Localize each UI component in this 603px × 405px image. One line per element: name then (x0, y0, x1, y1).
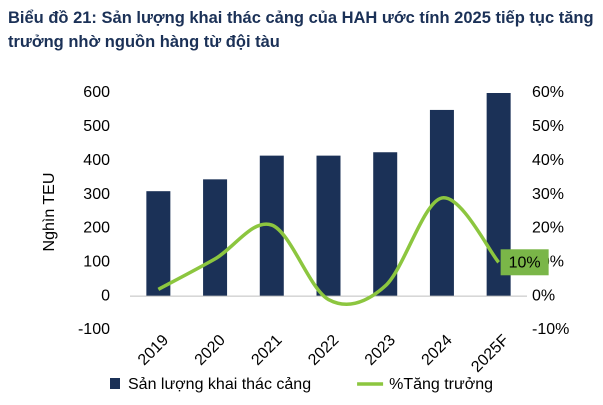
bar (316, 155, 341, 297)
x-tick-label: 2022 (305, 332, 342, 369)
y-tick-label: 600 (83, 84, 110, 101)
y2-tick-label: 0% (532, 287, 555, 304)
legend-label: Sản lượng khai thác cảng (128, 376, 311, 393)
y-tick-label: 200 (83, 220, 110, 237)
y2-tick-label: 60% (532, 84, 564, 101)
y2-tick-label: 40% (532, 152, 564, 169)
legend-label: %Tăng trưởng (389, 376, 493, 393)
line (157, 196, 501, 307)
x-tick-label: 2024 (419, 332, 456, 369)
y-tick-label: 500 (83, 118, 110, 135)
x-tick-label: 2023 (362, 332, 399, 369)
bar (373, 152, 398, 297)
y-tick-label: 400 (83, 152, 110, 169)
y2-tick-label: -10% (532, 321, 569, 338)
legend-swatch (110, 378, 120, 389)
chart-title: Biểu đồ 21: Sản lượng khai thác cảng của… (8, 9, 594, 51)
bar (203, 179, 228, 297)
y2-tick-label: 50% (532, 118, 564, 135)
x-tick-label: 2019 (135, 332, 172, 369)
y-tick-label: 100 (83, 254, 110, 271)
y2-tick-label: 30% (532, 186, 564, 203)
y-tick-label: 300 (83, 186, 110, 203)
x-tick-label: 2020 (192, 332, 229, 369)
y-tick-label: 0 (101, 287, 110, 304)
y-tick-label: -100 (78, 321, 110, 338)
y-axis-label: Nghìn TEU (41, 173, 58, 252)
value-label: 10% (509, 255, 541, 272)
y2-tick-label: 20% (532, 220, 564, 237)
value-label-box (500, 249, 549, 276)
x-tick-label: 2025F (468, 332, 512, 376)
x-tick-label: 2021 (248, 332, 285, 369)
bar (146, 191, 171, 297)
